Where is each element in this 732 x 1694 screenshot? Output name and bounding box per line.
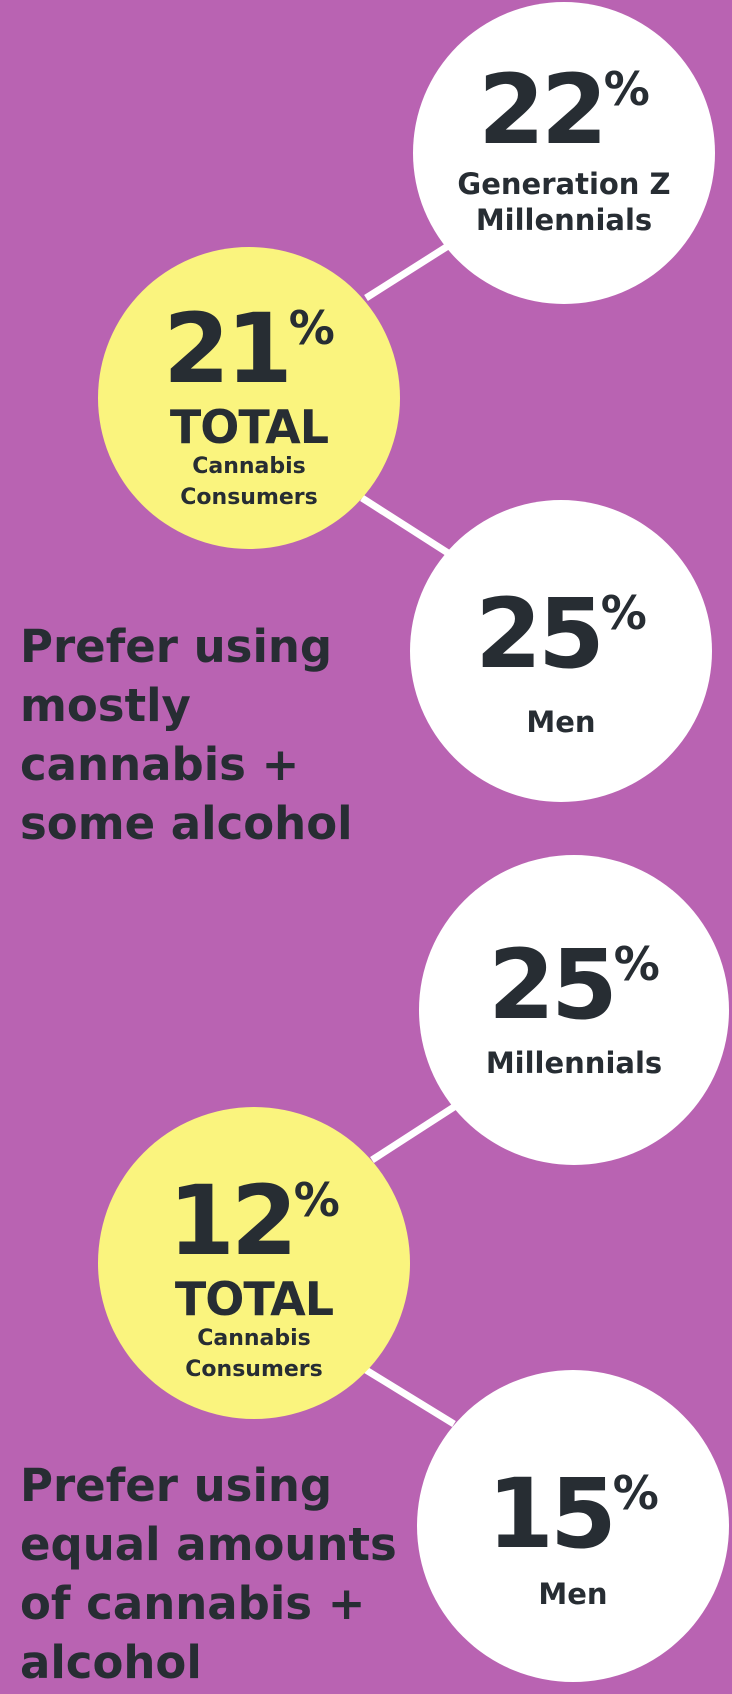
percentage-value: 25 (475, 578, 605, 690)
percent-sign: % (600, 586, 647, 640)
total-title: TOTAL (174, 1272, 334, 1326)
percentage: 12% (98, 1173, 410, 1269)
percent-sign: % (612, 1466, 659, 1520)
total-title: TOTAL (169, 400, 329, 454)
statement-line: alcohol (20, 1636, 202, 1689)
percent-sign: % (613, 937, 660, 991)
connector-line (364, 1367, 456, 1427)
segment-circle-millennials: 25% Millennials (419, 855, 729, 1165)
preference-statement: Prefer using equal amounts of cannabis +… (20, 1456, 397, 1692)
total-label: Consumers (185, 1357, 323, 1382)
statement-line: equal amounts (20, 1518, 397, 1571)
connector-line (370, 1104, 456, 1163)
statement-line: some alcohol (20, 797, 353, 850)
connector-line (364, 243, 450, 301)
total-circle: 12% TOTAL Cannabis Consumers (98, 1107, 410, 1419)
percent-sign: % (603, 62, 650, 116)
segment-label: Millennials (485, 1046, 663, 1080)
total-label: Cannabis (192, 454, 306, 479)
percentage: 15% (417, 1466, 729, 1562)
segment-label: Millennials (475, 203, 653, 237)
statement-line: mostly (20, 679, 191, 732)
total-label: Consumers (180, 485, 318, 510)
statement-line: Prefer using (20, 620, 333, 673)
percentage: 25% (419, 937, 729, 1033)
percentage-value: 22 (478, 54, 608, 166)
segment-label: Men (538, 1577, 608, 1611)
statement-line: Prefer using (20, 1459, 333, 1512)
statement-line: of cannabis + (20, 1577, 366, 1630)
percentage-value: 12 (168, 1165, 298, 1277)
percentage-value: 21 (163, 293, 293, 405)
preference-statement: Prefer using mostly cannabis + some alco… (20, 617, 353, 853)
statement-line: cannabis + (20, 738, 300, 791)
percentage-value: 15 (487, 1458, 617, 1570)
percentage: 21% (98, 301, 400, 397)
total-label: Cannabis (197, 1326, 311, 1351)
segment-label: Men (526, 705, 596, 739)
percentage-value: 25 (488, 929, 618, 1041)
segment-circle-men: 15% Men (417, 1370, 729, 1682)
segment-circle-gen-z-millennials: 22% Generation Z Millennials (413, 2, 715, 304)
percentage: 25% (410, 586, 712, 682)
percent-sign: % (293, 1173, 340, 1227)
connector-line (360, 495, 450, 556)
segment-circle-men: 25% Men (410, 500, 712, 802)
percent-sign: % (288, 301, 335, 355)
segment-label: Generation Z (457, 167, 671, 201)
percentage: 22% (413, 62, 715, 158)
total-circle: 21% TOTAL Cannabis Consumers (98, 247, 400, 549)
